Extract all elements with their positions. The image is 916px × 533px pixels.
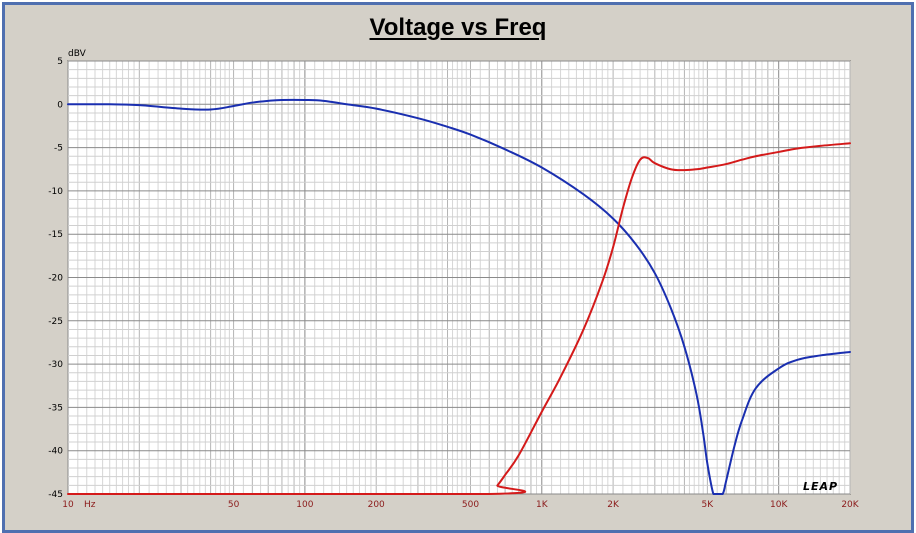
x-tick-label: 10K: [770, 500, 788, 510]
y-tick-label: 0: [57, 100, 63, 110]
y-tick-label: -25: [48, 317, 63, 327]
x-tick-label: 20K: [841, 500, 859, 510]
y-tick-label: -20: [48, 274, 63, 284]
y-tick-label: -45: [48, 490, 63, 500]
y-tick-label: -15: [48, 230, 63, 240]
grid: [67, 60, 851, 495]
x-tick-label: 1K: [536, 500, 549, 510]
x-tick-label: 200: [368, 500, 385, 510]
y-tick-labels: 5 0 -5 -10 -15 -20 -25 -30 -35 -40 -45: [48, 57, 63, 500]
x-tick-label: 10: [62, 500, 74, 510]
series-line-2: [67, 142, 851, 496]
y-tick-label: -40: [48, 447, 63, 457]
y-tick-label: -5: [54, 144, 63, 154]
x-tick-label: 2K: [607, 500, 620, 510]
series-group: [67, 98, 851, 496]
chart-title: Voltage vs Freq: [369, 14, 547, 41]
x-axis-unit: Hz: [84, 500, 96, 510]
y-axis-unit: dBV: [68, 49, 87, 59]
x-tick-label: 500: [462, 500, 479, 510]
x-tick-label: 50: [228, 500, 240, 510]
x-tick-label: 5K: [702, 500, 715, 510]
y-tick-label: -30: [48, 360, 63, 370]
y-tick-label: -35: [48, 403, 63, 413]
leap-watermark: LEAP: [803, 480, 838, 493]
x-tick-labels: 10 50 100 200 500 1K 2K 5K 10K 20K: [62, 500, 859, 510]
series-line-1: [67, 98, 851, 495]
y-tick-label: 5: [57, 57, 63, 67]
y-tick-label: -10: [48, 187, 63, 197]
x-tick-label: 100: [296, 500, 313, 510]
